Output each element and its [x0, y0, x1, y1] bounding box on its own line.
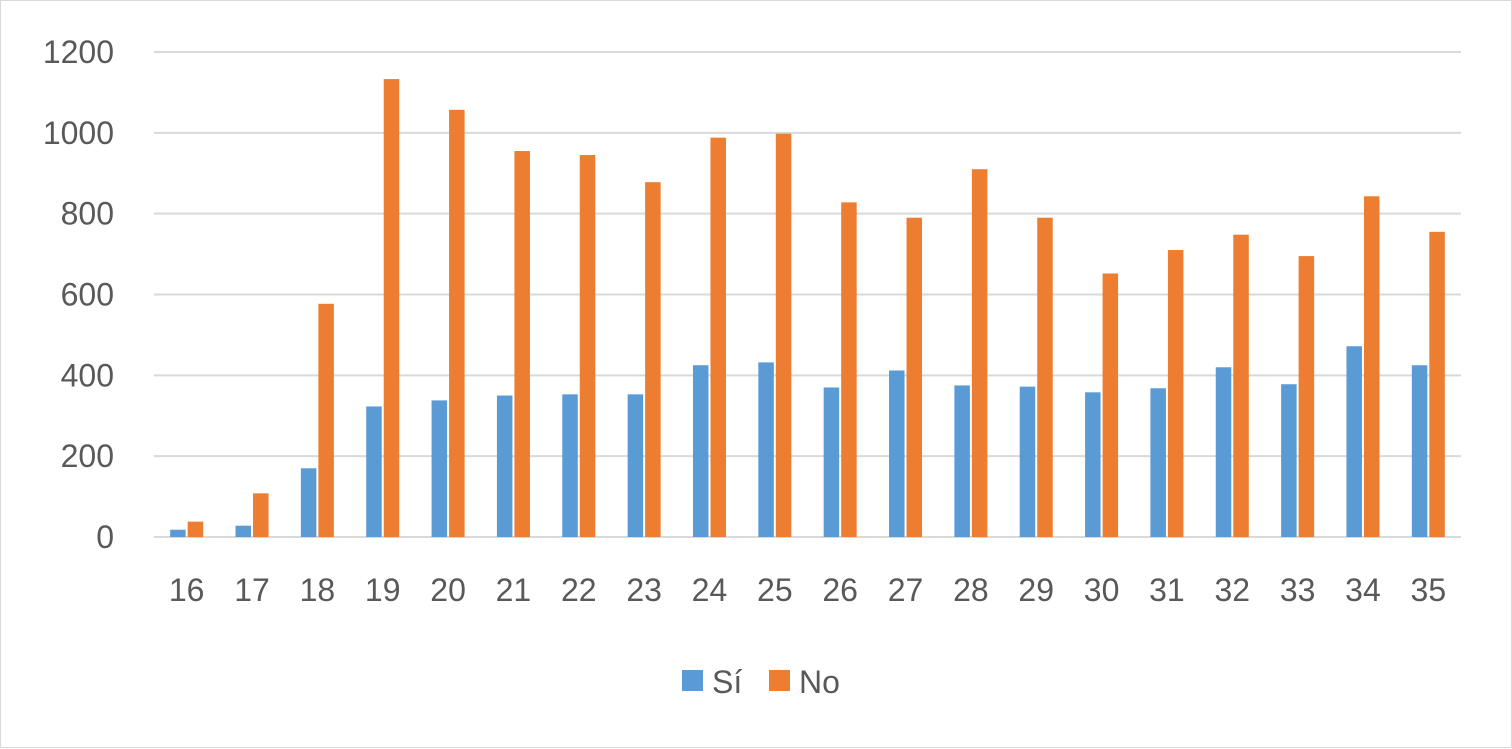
- bar-no-22: [579, 155, 596, 537]
- x-tick-label: 25: [757, 572, 793, 608]
- bar-no-21: [514, 151, 530, 538]
- bar-si-30: [1085, 392, 1101, 537]
- bar-si-21: [496, 395, 513, 537]
- bar-si-20: [431, 400, 448, 537]
- bar-no-26: [841, 202, 857, 537]
- y-axis-labels: 0 200 400 600 800 1000 1200: [43, 34, 114, 555]
- bar-no-33: [1298, 256, 1315, 537]
- bar-si-34: [1346, 346, 1362, 537]
- x-tick-label: 33: [1280, 572, 1316, 608]
- bar-no-35: [1429, 231, 1445, 537]
- x-tick-label: 32: [1214, 572, 1250, 608]
- x-tick-label: 19: [365, 572, 401, 608]
- x-tick-label: 27: [888, 572, 924, 608]
- bar-si-19: [366, 406, 382, 537]
- bar-no-27: [906, 217, 923, 538]
- legend-label-no: No: [799, 664, 840, 700]
- x-tick-label: 30: [1084, 572, 1120, 608]
- y-tick-label: 0: [96, 519, 114, 555]
- bar-si-16: [170, 529, 186, 537]
- legend-label-si: Sí: [712, 664, 742, 700]
- bar-si-29: [1019, 386, 1036, 537]
- x-tick-label: 24: [692, 572, 728, 608]
- x-tick-label: 23: [626, 572, 662, 608]
- x-tick-label: 29: [1018, 572, 1054, 608]
- legend: Sí No: [682, 664, 840, 700]
- bar-si-35: [1411, 365, 1428, 537]
- x-tick-label: 22: [561, 572, 597, 608]
- x-tick-label: 28: [953, 572, 989, 608]
- bar-si-24: [692, 365, 709, 537]
- bar-si-25: [758, 362, 774, 537]
- bar-no-24: [710, 137, 726, 537]
- bar-no-20: [449, 109, 465, 537]
- bar-no-34: [1363, 196, 1380, 537]
- bars: [170, 79, 1445, 538]
- bar-si-17: [235, 525, 252, 537]
- y-tick-label: 1000: [43, 115, 114, 151]
- x-tick-label: 20: [430, 572, 466, 608]
- bar-no-19: [383, 79, 400, 538]
- bar-no-30: [1102, 273, 1119, 537]
- bar-no-23: [645, 182, 661, 537]
- y-tick-label: 400: [61, 357, 114, 393]
- bar-si-28: [954, 385, 970, 537]
- bar-no-32: [1233, 234, 1249, 537]
- x-tick-label: 16: [169, 572, 205, 608]
- x-tick-label: 26: [822, 572, 858, 608]
- y-tick-label: 800: [61, 196, 114, 232]
- x-tick-label: 21: [496, 572, 532, 608]
- bar-si-27: [889, 370, 905, 537]
- bar-no-29: [1037, 217, 1053, 538]
- bar-si-18: [300, 468, 317, 537]
- bar-si-31: [1150, 388, 1166, 537]
- x-tick-label: 31: [1149, 572, 1185, 608]
- x-tick-label: 34: [1345, 572, 1381, 608]
- bar-no-28: [971, 169, 988, 538]
- gridlines: [154, 51, 1461, 538]
- x-tick-label: 18: [300, 572, 336, 608]
- legend-swatch-si: [682, 670, 703, 691]
- bar-si-32: [1215, 367, 1232, 537]
- x-tick-label: 17: [234, 572, 270, 608]
- y-tick-label: 1200: [43, 34, 114, 70]
- x-axis-labels: 16 17 18 19 20 21 22 23 24 25 26 27 28 29 30 31 32 33 34 35: [169, 572, 1446, 608]
- legend-swatch-no: [769, 670, 790, 691]
- bar-si-26: [823, 387, 840, 537]
- y-tick-label: 200: [61, 438, 114, 474]
- bar-no-25: [775, 133, 792, 537]
- bar-si-23: [627, 394, 644, 537]
- bar-no-31: [1167, 250, 1184, 537]
- bar-si-22: [562, 394, 578, 537]
- bar-no-18: [318, 303, 334, 537]
- bar-no-17: [253, 493, 269, 537]
- y-tick-label: 600: [61, 277, 114, 313]
- x-tick-label: 35: [1411, 572, 1447, 608]
- bar-no-16: [187, 521, 204, 537]
- bar-si-33: [1281, 384, 1297, 537]
